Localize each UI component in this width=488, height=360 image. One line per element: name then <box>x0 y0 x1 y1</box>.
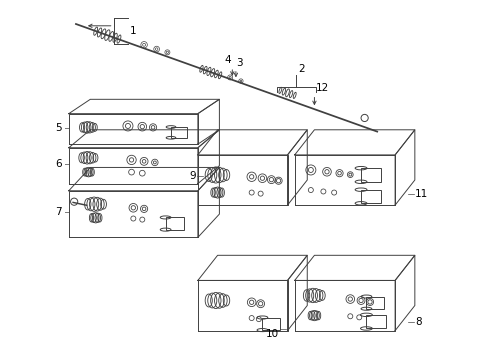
Text: 11: 11 <box>414 189 427 199</box>
Text: 7: 7 <box>55 207 61 217</box>
Bar <box>262 318 280 330</box>
Text: 10: 10 <box>265 329 278 339</box>
Text: 2: 2 <box>298 64 305 74</box>
Bar <box>366 297 384 309</box>
Bar <box>366 315 386 328</box>
Bar <box>165 217 183 230</box>
Text: 8: 8 <box>414 317 421 327</box>
Text: 12: 12 <box>316 83 329 93</box>
Text: 9: 9 <box>189 171 196 181</box>
Bar <box>360 168 380 182</box>
Text: 1: 1 <box>129 26 136 36</box>
Bar <box>171 127 187 138</box>
Text: 6: 6 <box>55 159 61 169</box>
Bar <box>360 190 380 203</box>
Text: 4: 4 <box>224 55 230 65</box>
Text: 5: 5 <box>55 123 61 133</box>
Text: 3: 3 <box>236 58 243 68</box>
